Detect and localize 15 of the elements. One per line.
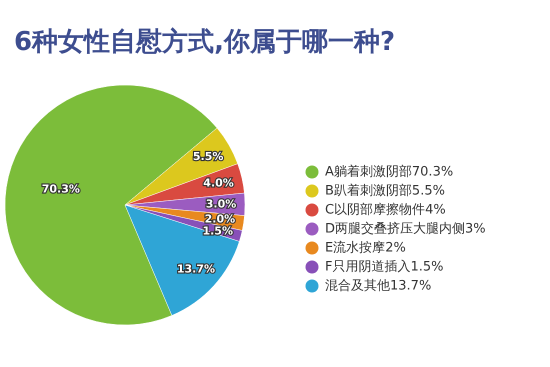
- legend-label: B趴着刺激阴部5.5%: [325, 182, 445, 199]
- legend-label: E流水按摩2%: [325, 240, 406, 256]
- data-label: 5.5%: [192, 150, 224, 163]
- legend-label: D两腿交叠挤压大腿内侧3%: [325, 220, 486, 237]
- data-label: 13.7%: [176, 262, 216, 276]
- legend-label: C以阴部摩擦物件4%: [325, 202, 446, 218]
- data-label: 3.0%: [206, 197, 236, 210]
- data-label: 4.0%: [203, 176, 234, 190]
- legend-label: A躺着刺激阴部70.3%: [325, 164, 454, 180]
- data-label: 70.3%: [42, 182, 80, 196]
- legend-label: F只用阴道插入1.5%: [325, 260, 444, 275]
- data-label: 2.0%: [204, 212, 236, 226]
- legend-label: 混合及其他13.7%: [325, 278, 432, 294]
- chart-title: 6种女性自慰方式,你属于哪一种?: [14, 27, 396, 57]
- data-label: 1.5%: [202, 224, 233, 238]
